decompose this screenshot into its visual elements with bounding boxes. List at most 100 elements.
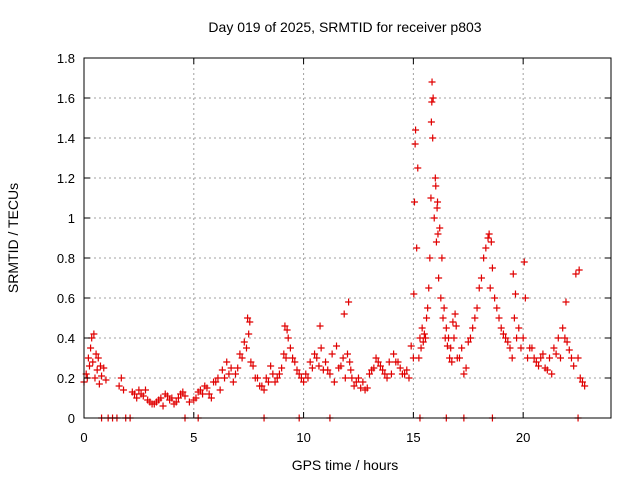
data-point [350,382,358,390]
data-point [477,274,485,282]
data-point [440,304,448,312]
data-point [330,378,338,386]
data-point [432,182,440,190]
data-point [473,304,481,312]
data-point [295,370,303,378]
data-point [245,330,253,338]
data-point [363,384,371,392]
data-point [192,394,200,402]
data-point [225,370,233,378]
x-axis-label: GPS time / hours [292,457,399,473]
data-point [437,294,445,302]
data-point [570,362,578,370]
data-point [486,284,494,292]
data-point [148,400,156,408]
data-point [398,370,406,378]
data-point [94,354,102,362]
data-point [152,398,160,406]
data-point [520,258,528,266]
y-tick-label: 1.4 [57,131,75,146]
x-tick-labels: 0 5 10 15 20 [80,430,530,445]
data-point [246,318,254,326]
x-tick-label: 5 [190,430,197,445]
data-point [238,354,246,362]
data-point [286,344,294,352]
data-point [426,254,434,262]
data-point [328,350,336,358]
data-point [317,344,325,352]
data-point [396,364,404,372]
data-point [435,274,443,282]
data-point [381,370,389,378]
data-point [379,366,387,374]
data-point [439,314,447,322]
data-point [390,350,398,358]
data-point [427,194,435,202]
y-tick-label: 0.6 [57,291,75,306]
data-point [337,362,345,370]
data-point [357,384,365,392]
data-point [84,354,92,362]
axis-ticks [83,57,611,419]
data-point [89,358,97,366]
data-point [117,374,125,382]
data-point [260,386,268,394]
data-point [436,224,444,232]
data-points [80,78,589,422]
data-point [405,374,413,382]
data-point [291,358,299,366]
data-point [480,254,488,262]
data-point [446,354,454,362]
data-point [139,392,147,400]
data-point [159,402,167,410]
data-point [413,244,421,252]
data-point [521,294,529,302]
data-point [423,314,431,322]
data-point [581,382,589,390]
data-point [300,378,308,386]
data-point [264,378,272,386]
data-point [387,370,395,378]
data-point [403,366,411,374]
data-point [475,284,483,292]
data-point [417,344,425,352]
data-point [91,374,99,382]
data-point [497,324,505,332]
data-point [144,396,152,404]
data-point [578,378,586,386]
y-tick-labels: 0 0.2 0.4 0.6 0.8 1 1.2 1.4 1.6 1.8 [57,51,75,426]
data-point [289,354,297,362]
data-point [278,364,286,372]
x-tick-label: 20 [516,430,530,445]
data-point [207,394,215,402]
data-point [424,304,432,312]
data-point [345,298,353,306]
data-point [421,334,429,342]
data-point [313,354,321,362]
data-point [556,354,564,362]
data-point [359,378,367,386]
data-point [567,354,575,362]
data-point [449,318,457,326]
data-point [433,204,441,212]
chart-title: Day 019 of 2025, SRMTID for receiver p80… [208,19,481,35]
data-point [273,374,281,382]
data-point [352,378,360,386]
data-point [526,344,534,352]
data-point [348,374,356,382]
data-point [372,354,380,362]
data-point [428,78,436,86]
data-point [185,398,193,406]
data-point [539,350,547,358]
data-point [458,344,466,352]
data-point [216,386,224,394]
data-point [131,390,139,398]
data-point [304,374,312,382]
data-point [499,330,507,338]
data-point [561,334,569,342]
data-point [448,358,456,366]
data-point [85,362,93,370]
data-point [455,354,463,362]
data-point [482,244,490,252]
data-point [223,358,231,366]
